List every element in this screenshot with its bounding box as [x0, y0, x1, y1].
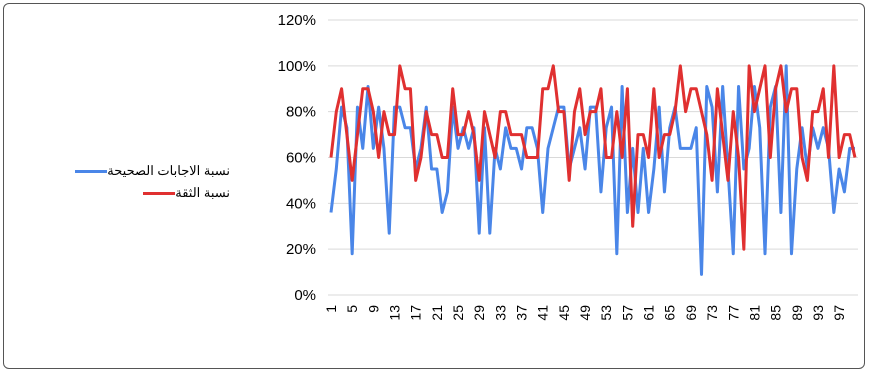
x-tick-label: 53: [598, 305, 614, 321]
chart-frame: [3, 3, 865, 369]
legend-label-confidence: نسبة الثقة: [175, 185, 230, 200]
y-tick-label: 40%: [286, 195, 316, 212]
x-tick-label: 21: [429, 305, 445, 321]
x-tick-label: 73: [704, 305, 720, 321]
legend-label-correct: نسبة الاجابات الصحيحة: [107, 163, 230, 178]
x-tick-label: 25: [450, 305, 466, 321]
x-tick-label: 61: [641, 305, 657, 321]
x-tick-label: 9: [365, 305, 381, 313]
x-tick-label: 69: [683, 305, 699, 321]
x-tick-label: 41: [535, 305, 551, 321]
x-tick-label: 49: [577, 305, 593, 321]
x-tick-label: 57: [619, 305, 635, 321]
y-tick-label: 60%: [286, 150, 316, 167]
legend-swatch-correct: [75, 169, 108, 173]
x-tick-label: 33: [492, 305, 508, 321]
series-line-confidence: [329, 64, 857, 251]
x-tick-label: 45: [556, 305, 572, 321]
series-lines: [329, 64, 857, 276]
x-tick-label: 89: [789, 305, 805, 321]
x-tick-label: 29: [471, 305, 487, 321]
x-tick-label: 97: [831, 305, 847, 321]
x-tick-label: 93: [810, 305, 826, 321]
x-tick-label: 65: [662, 305, 678, 321]
y-tick-label: 20%: [286, 241, 316, 258]
y-tick-label: 80%: [286, 104, 316, 121]
y-tick-label: 120%: [278, 12, 316, 29]
y-tick-label: 0%: [294, 287, 316, 304]
y-axis-ticks: 0% 20% 40% 60% 80% 100% 120%: [278, 12, 316, 304]
x-tick-label: 81: [746, 305, 762, 321]
x-tick-label: 77: [725, 305, 741, 321]
x-tick-label: 5: [344, 305, 360, 313]
legend-swatch-confidence: [143, 191, 176, 195]
legend: نسبة الاجابات الصحيحة نسبة الثقة: [10, 160, 230, 204]
series-line-correct: [329, 64, 855, 276]
legend-item-correct: نسبة الاجابات الصحيحة: [10, 160, 230, 182]
y-tick-label: 100%: [278, 58, 316, 75]
x-tick-label: 85: [768, 305, 784, 321]
x-axis-ticks: 1 5 9 13 17 21 25 29 33 37 41 45 49 53 57 61 65 69 73 77 81 8…: [323, 305, 847, 321]
x-tick-label: 17: [408, 305, 424, 321]
legend-item-confidence: نسبة الثقة: [10, 182, 230, 204]
x-tick-label: 13: [387, 305, 403, 321]
x-tick-label: 37: [514, 305, 530, 321]
x-tick-label: 1: [323, 305, 339, 313]
